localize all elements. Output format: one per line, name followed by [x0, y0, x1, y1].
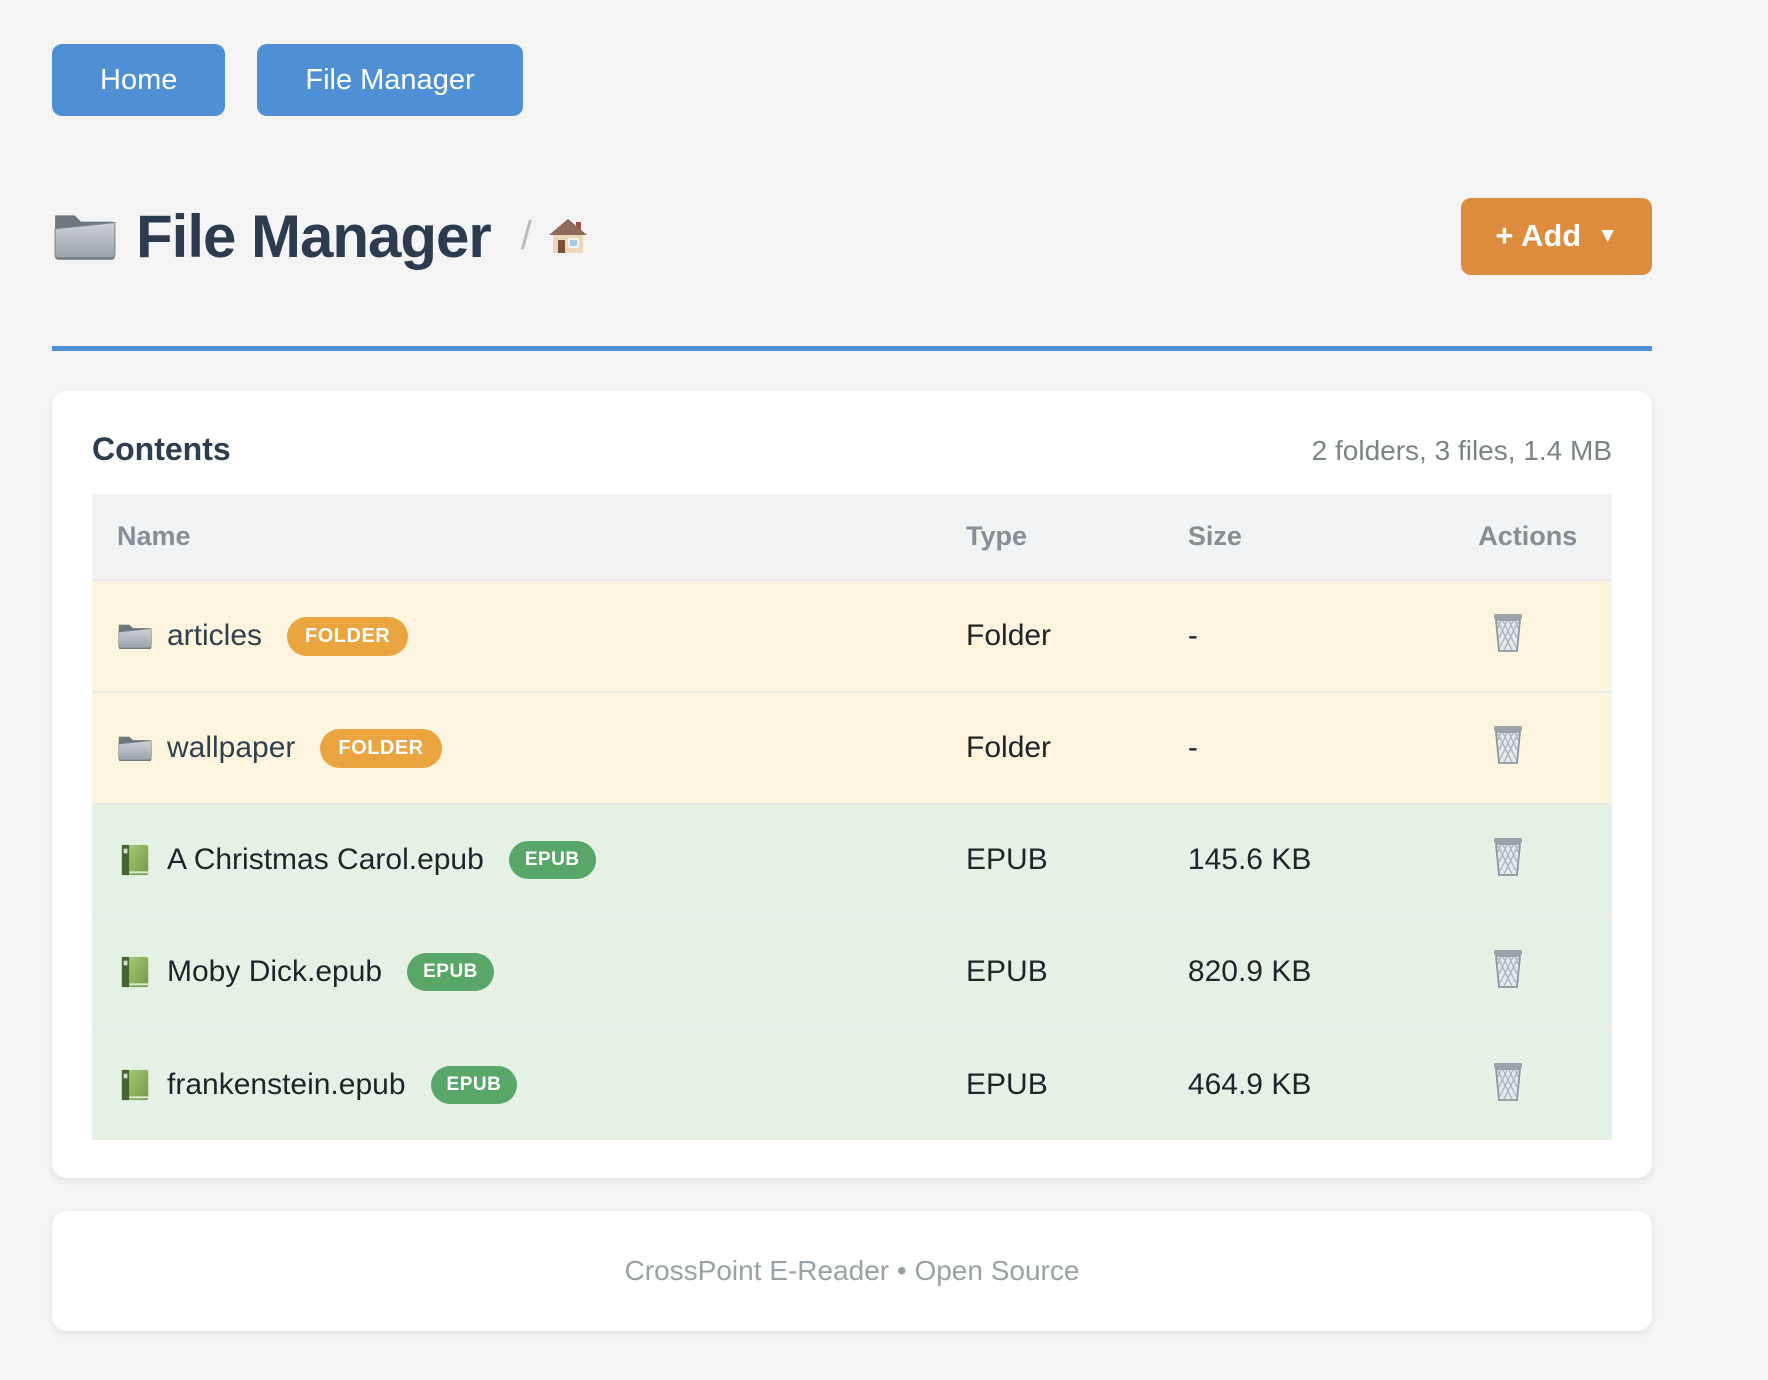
- epub-badge: EPUB: [430, 1065, 518, 1104]
- item-type: Folder: [966, 619, 1052, 652]
- top-nav: Home File Manager: [52, 44, 1652, 116]
- page-title: File Manager: [136, 202, 492, 270]
- delete-button[interactable]: [1490, 1060, 1526, 1102]
- table-row-articles: articles FOLDER Folder -: [92, 580, 1612, 692]
- add-button-label: + Add: [1495, 218, 1582, 253]
- chevron-down-icon: ▼: [1597, 224, 1618, 247]
- breadcrumb-separator: /: [520, 213, 532, 258]
- delete-button[interactable]: [1490, 835, 1526, 877]
- home-icon[interactable]: [548, 218, 588, 254]
- contents-heading: Contents: [92, 431, 231, 467]
- delete-button[interactable]: [1490, 723, 1526, 765]
- delete-button[interactable]: [1490, 947, 1526, 989]
- column-header-type: Type: [966, 521, 1028, 551]
- table-row-frankenstein: frankenstein.epub EPUB EPUB 464.9 KB: [92, 1028, 1612, 1140]
- breadcrumb: /: [521, 214, 588, 259]
- title-group: File Manager /: [52, 202, 588, 271]
- book-icon: [117, 955, 153, 989]
- item-name-link[interactable]: Moby Dick.epub: [167, 955, 383, 988]
- table-row-wallpaper: wallpaper FOLDER Folder -: [92, 692, 1612, 804]
- trash-icon: [1490, 611, 1526, 653]
- item-type: EPUB: [966, 843, 1048, 876]
- column-header-name: Name: [117, 521, 191, 551]
- table-header-row: Name Type Size Actions: [92, 494, 1612, 580]
- folder-badge: FOLDER: [320, 728, 442, 768]
- item-size: 464.9 KB: [1187, 1067, 1312, 1101]
- epub-badge: EPUB: [508, 841, 596, 879]
- file-manager-page: Home File Manager File Manager / + Add ▼…: [52, 0, 1652, 1331]
- folder-icon: [52, 208, 118, 264]
- contents-summary: 2 folders, 3 files, 1.4 MB: [1311, 435, 1612, 466]
- trash-icon: [1490, 1060, 1526, 1102]
- add-button[interactable]: + Add ▼: [1461, 197, 1652, 275]
- epub-badge: EPUB: [407, 953, 494, 991]
- book-icon: [117, 1068, 153, 1102]
- trash-icon: [1490, 723, 1526, 765]
- title-underline: [52, 346, 1652, 351]
- item-name-link[interactable]: wallpaper: [167, 731, 296, 764]
- item-name-link[interactable]: frankenstein.epub: [167, 1067, 406, 1101]
- folder-icon: [117, 731, 153, 765]
- column-header-size: Size: [1187, 521, 1242, 551]
- table-row-christmas-carol: A Christmas Carol.epub EPUB EPUB 145.6 K…: [92, 804, 1612, 916]
- trash-icon: [1490, 947, 1526, 989]
- column-header-actions: Actions: [1478, 521, 1578, 551]
- item-name-link[interactable]: articles: [167, 619, 263, 652]
- contents-card-header: Contents 2 folders, 3 files, 1.4 MB: [92, 431, 1612, 468]
- footer-card: CrossPoint E-Reader • Open Source: [52, 1211, 1652, 1331]
- folder-badge: FOLDER: [287, 616, 409, 656]
- file-table: Name Type Size Actions articles FOLDER F…: [92, 494, 1612, 1140]
- delete-button[interactable]: [1490, 611, 1526, 653]
- item-size: -: [1187, 731, 1198, 764]
- table-row-moby-dick: Moby Dick.epub EPUB EPUB 820.9 KB: [92, 916, 1612, 1028]
- item-type: EPUB: [966, 1067, 1048, 1101]
- item-type: Folder: [966, 731, 1052, 764]
- nav-home-button[interactable]: Home: [52, 44, 226, 116]
- item-size: 145.6 KB: [1187, 843, 1312, 876]
- item-size: 820.9 KB: [1187, 955, 1312, 988]
- item-type: EPUB: [966, 955, 1048, 988]
- item-name-link[interactable]: A Christmas Carol.epub: [167, 843, 484, 876]
- folder-icon: [117, 619, 153, 653]
- nav-file-manager-button[interactable]: File Manager: [257, 44, 523, 116]
- contents-card: Contents 2 folders, 3 files, 1.4 MB Name…: [52, 391, 1652, 1178]
- book-icon: [117, 843, 153, 877]
- item-size: -: [1187, 619, 1198, 652]
- trash-icon: [1490, 835, 1526, 877]
- footer-text: CrossPoint E-Reader • Open Source: [624, 1255, 1080, 1286]
- page-header: File Manager / + Add ▼: [52, 186, 1652, 286]
